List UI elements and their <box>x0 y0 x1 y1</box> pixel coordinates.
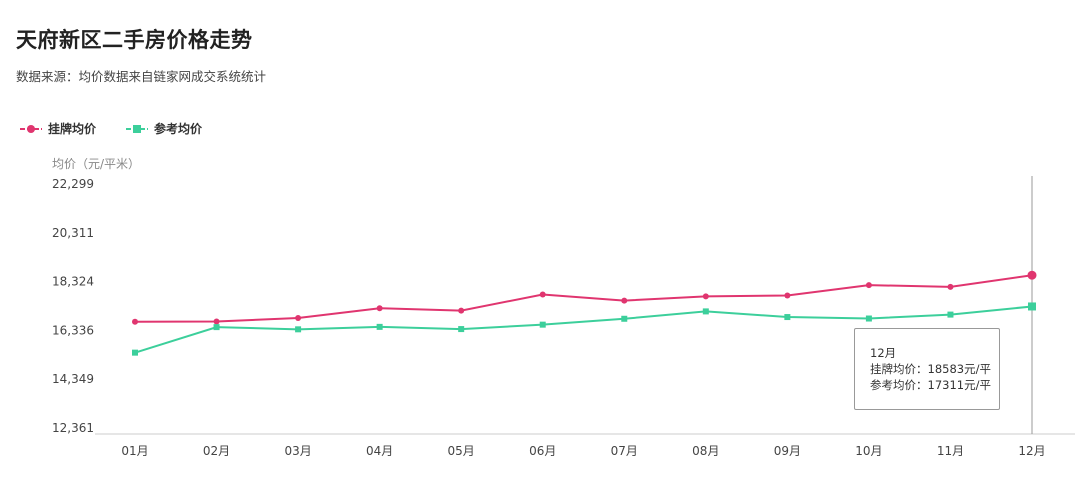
tooltip: 12月 挂牌均价：18583元/平 参考均价：17311元/平 <box>854 328 1000 410</box>
x-tick-label: 07月 <box>611 444 638 458</box>
y-tick-label: 14,349 <box>52 372 94 386</box>
x-tick-label: 08月 <box>692 444 719 458</box>
x-tick-label: 12月 <box>1018 444 1045 458</box>
y-tick-label: 12,361 <box>52 421 94 435</box>
y-axis-title: 均价（元/平米） <box>52 157 140 171</box>
data-point-reference[interactable] <box>295 326 302 333</box>
data-point-listing[interactable] <box>1027 270 1037 280</box>
legend-label-listing: 挂牌均价 <box>48 122 97 136</box>
x-tick-label: 04月 <box>366 444 393 458</box>
legend-item-reference[interactable]: 参考均价 <box>126 120 202 137</box>
data-point-reference[interactable] <box>132 349 138 356</box>
chart-area[interactable]: 均价（元/平米） 22,299 20,311 18,324 16,336 14,349 1… <box>0 140 1080 478</box>
x-axis-ticks: 01月 02月 03月 04月 05月 06月 07月 08月 09月 10月 11月 12月 <box>121 444 1045 458</box>
x-tick-label: 06月 <box>529 444 556 458</box>
data-point-listing[interactable] <box>865 282 872 289</box>
legend-label-reference: 参考均价 <box>154 122 203 136</box>
data-point-listing[interactable] <box>784 292 791 299</box>
data-point-listing[interactable] <box>947 283 954 290</box>
data-point-reference[interactable] <box>458 326 465 333</box>
y-tick-label: 16,336 <box>52 323 94 337</box>
series-line-reference <box>134 305 1033 354</box>
data-point-reference[interactable] <box>784 314 791 321</box>
y-axis-ticks: 22,299 20,311 18,324 16,336 14,349 12,361 <box>52 177 94 435</box>
tooltip-listing-value: 挂牌均价：18583元/平 <box>870 362 991 376</box>
line-chart[interactable]: 均价（元/平米） 22,299 20,311 18,324 16,336 14,349 1… <box>0 140 1080 478</box>
data-point-reference[interactable] <box>702 308 709 315</box>
data-point-reference[interactable] <box>213 324 220 331</box>
x-tick-label: 05月 <box>448 444 475 458</box>
y-tick-label: 18,324 <box>52 275 94 289</box>
tooltip-reference-value: 参考均价：17311元/平 <box>870 378 991 392</box>
x-tick-label: 09月 <box>774 444 801 458</box>
x-tick-label: 10月 <box>855 444 882 458</box>
x-tick-label: 01月 <box>121 444 148 458</box>
legend-listing-marker-icon <box>20 124 42 133</box>
data-point-listing[interactable] <box>132 318 138 325</box>
x-tick-label: 11月 <box>937 444 964 458</box>
data-point-listing[interactable] <box>458 307 465 314</box>
data-point-reference[interactable] <box>621 315 628 322</box>
data-point-listing[interactable] <box>539 291 546 298</box>
chart-title: 天府新区二手房价格走势 <box>16 28 253 52</box>
series-line-listing <box>134 274 1033 323</box>
data-point-reference[interactable] <box>947 311 954 318</box>
data-point-listing[interactable] <box>621 297 628 304</box>
data-point-listing[interactable] <box>295 315 302 322</box>
data-point-listing[interactable] <box>376 305 383 312</box>
chart-subtitle: 数据来源：均价数据来自链家网成交系统统计 <box>16 69 267 84</box>
legend-item-listing[interactable]: 挂牌均价 <box>20 120 96 137</box>
legend-reference-marker-icon <box>126 124 149 133</box>
y-tick-label: 22,299 <box>52 177 94 191</box>
x-tick-label: 02月 <box>203 444 230 458</box>
data-point-listing[interactable] <box>213 318 220 325</box>
y-tick-label: 20,311 <box>52 226 94 240</box>
x-tick-label: 03月 <box>284 444 311 458</box>
legend: 挂牌均价 参考均价 <box>20 120 202 137</box>
series-layer <box>132 270 1037 356</box>
data-point-reference[interactable] <box>1028 302 1036 311</box>
data-point-listing[interactable] <box>702 293 709 300</box>
data-point-reference[interactable] <box>865 315 872 322</box>
data-point-reference[interactable] <box>539 321 546 328</box>
tooltip-month: 12月 <box>870 346 897 360</box>
data-point-reference[interactable] <box>376 323 383 330</box>
